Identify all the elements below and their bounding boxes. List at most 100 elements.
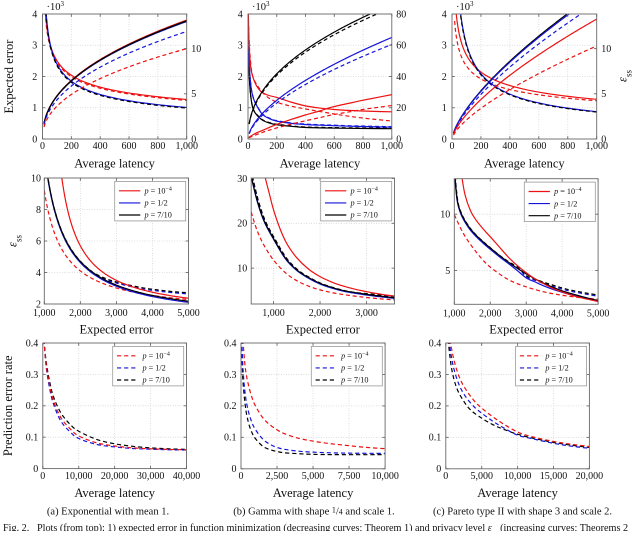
svg-text:0: 0 <box>450 141 455 152</box>
svg-text:Expected error: Expected error <box>2 39 16 114</box>
svg-text:20,000: 20,000 <box>101 471 129 482</box>
svg-text:400: 400 <box>298 141 313 152</box>
svg-text:0.1: 0.1 <box>224 433 237 444</box>
svg-text:Average latency: Average latency <box>74 486 155 500</box>
svg-text:600: 600 <box>327 141 342 152</box>
svg-text:10,000: 10,000 <box>371 471 399 482</box>
svg-text:15,000: 15,000 <box>540 471 568 482</box>
svg-text:40: 40 <box>396 72 406 83</box>
svg-text:εss: εss <box>616 70 634 82</box>
svg-text:p = 1/2: p = 1/2 <box>350 199 374 208</box>
svg-text:2: 2 <box>32 72 37 83</box>
svg-text:p = 1/2: p = 1/2 <box>144 199 168 208</box>
svg-text:Average latency: Average latency <box>477 486 558 500</box>
svg-text:2,000: 2,000 <box>69 308 92 319</box>
svg-text:30: 30 <box>237 174 247 185</box>
svg-text:p = 7/10: p = 7/10 <box>142 376 170 385</box>
svg-text:200: 200 <box>64 141 79 152</box>
svg-text:800: 800 <box>150 141 165 152</box>
svg-text:20,000: 20,000 <box>576 471 604 482</box>
svg-text:εss: εss <box>6 235 24 247</box>
svg-text:(c) Pareto type II with shape: (c) Pareto type II with shape 3 and scal… <box>433 506 612 517</box>
svg-text:0.2: 0.2 <box>26 401 39 412</box>
svg-text:20: 20 <box>237 219 247 230</box>
svg-text:5: 5 <box>445 266 450 277</box>
svg-text:600: 600 <box>122 141 137 152</box>
svg-text:·103: ·103 <box>47 0 65 13</box>
svg-text:3,000: 3,000 <box>105 308 128 319</box>
svg-text:2: 2 <box>442 72 447 83</box>
svg-text:0: 0 <box>32 134 37 145</box>
svg-text:1: 1 <box>238 103 243 114</box>
svg-text:800: 800 <box>356 141 371 152</box>
svg-text:0: 0 <box>40 141 45 152</box>
svg-text:Average latency: Average latency <box>273 486 354 500</box>
svg-text:Average latency: Average latency <box>484 157 565 171</box>
svg-text:1: 1 <box>32 103 37 114</box>
svg-text:0.2: 0.2 <box>224 401 237 412</box>
svg-text:Average latency: Average latency <box>74 157 155 171</box>
svg-text:4,000: 4,000 <box>551 309 574 320</box>
svg-text:0: 0 <box>601 134 606 145</box>
svg-text:3,000: 3,000 <box>515 309 538 320</box>
svg-text:4: 4 <box>32 9 37 20</box>
svg-text:0: 0 <box>443 471 448 482</box>
svg-text:5,000: 5,000 <box>302 471 325 482</box>
svg-text:0.1: 0.1 <box>26 433 39 444</box>
svg-text:1,000: 1,000 <box>33 308 56 319</box>
svg-text:0.3: 0.3 <box>224 370 237 381</box>
svg-text:40,000: 40,000 <box>173 471 201 482</box>
svg-text:(a) Exponential with mean 1.: (a) Exponential with mean 1. <box>47 506 169 517</box>
svg-text:200: 200 <box>473 141 488 152</box>
svg-text:0: 0 <box>239 471 244 482</box>
svg-text:p = 1/2: p = 1/2 <box>340 364 364 373</box>
svg-text:p = 7/10: p = 7/10 <box>340 376 368 385</box>
svg-text:0.3: 0.3 <box>26 370 39 381</box>
svg-text:80: 80 <box>396 9 406 20</box>
svg-text:Prediction error rate: Prediction error rate <box>1 355 15 456</box>
svg-text:p = 7/10: p = 7/10 <box>144 211 172 220</box>
svg-text:0: 0 <box>436 464 441 475</box>
svg-text:p = 10−4: p = 10−4 <box>544 352 572 361</box>
svg-text:2,000: 2,000 <box>479 309 502 320</box>
svg-text:0: 0 <box>246 141 251 152</box>
svg-text:1,000: 1,000 <box>585 141 608 152</box>
svg-text:5: 5 <box>191 89 196 100</box>
svg-text:0: 0 <box>33 464 38 475</box>
svg-text:p = 10−4: p = 10−4 <box>553 187 581 196</box>
svg-text:4: 4 <box>238 9 243 20</box>
svg-text:p = 7/10: p = 7/10 <box>544 376 572 385</box>
svg-text:0.4: 0.4 <box>429 338 442 349</box>
svg-text:1,000: 1,000 <box>381 141 404 152</box>
svg-text:1,000: 1,000 <box>175 141 198 152</box>
svg-text:0: 0 <box>238 134 243 145</box>
svg-text:0.4: 0.4 <box>26 338 39 349</box>
svg-text:·103: ·103 <box>456 0 474 13</box>
svg-text:3: 3 <box>32 41 37 52</box>
svg-text:4,000: 4,000 <box>141 308 164 319</box>
svg-text:10,000: 10,000 <box>504 471 532 482</box>
svg-text:p = 7/10: p = 7/10 <box>553 211 581 220</box>
svg-text:5,000: 5,000 <box>470 471 493 482</box>
svg-text:20: 20 <box>396 103 406 114</box>
svg-text:0: 0 <box>40 471 45 482</box>
svg-text:p = 10−4: p = 10−4 <box>350 187 378 196</box>
svg-text:Expected error: Expected error <box>286 323 361 337</box>
svg-text:2: 2 <box>238 72 243 83</box>
svg-text:10: 10 <box>601 44 611 55</box>
svg-text:8: 8 <box>36 205 41 216</box>
svg-text:3,000: 3,000 <box>355 308 378 319</box>
svg-text:60: 60 <box>396 41 406 52</box>
svg-text:5: 5 <box>601 89 606 100</box>
svg-text:5,000: 5,000 <box>587 309 610 320</box>
svg-text:1,000: 1,000 <box>262 308 285 319</box>
svg-text:800: 800 <box>560 141 575 152</box>
svg-text:0: 0 <box>442 134 447 145</box>
svg-text:Expected error: Expected error <box>79 323 154 337</box>
svg-text:0: 0 <box>396 134 401 145</box>
svg-text:5,000: 5,000 <box>177 308 200 319</box>
svg-text:Average latency: Average latency <box>280 157 361 171</box>
svg-text:2,000: 2,000 <box>309 308 332 319</box>
svg-text:·103: ·103 <box>252 0 270 13</box>
svg-text:p = 1/2: p = 1/2 <box>142 364 166 373</box>
